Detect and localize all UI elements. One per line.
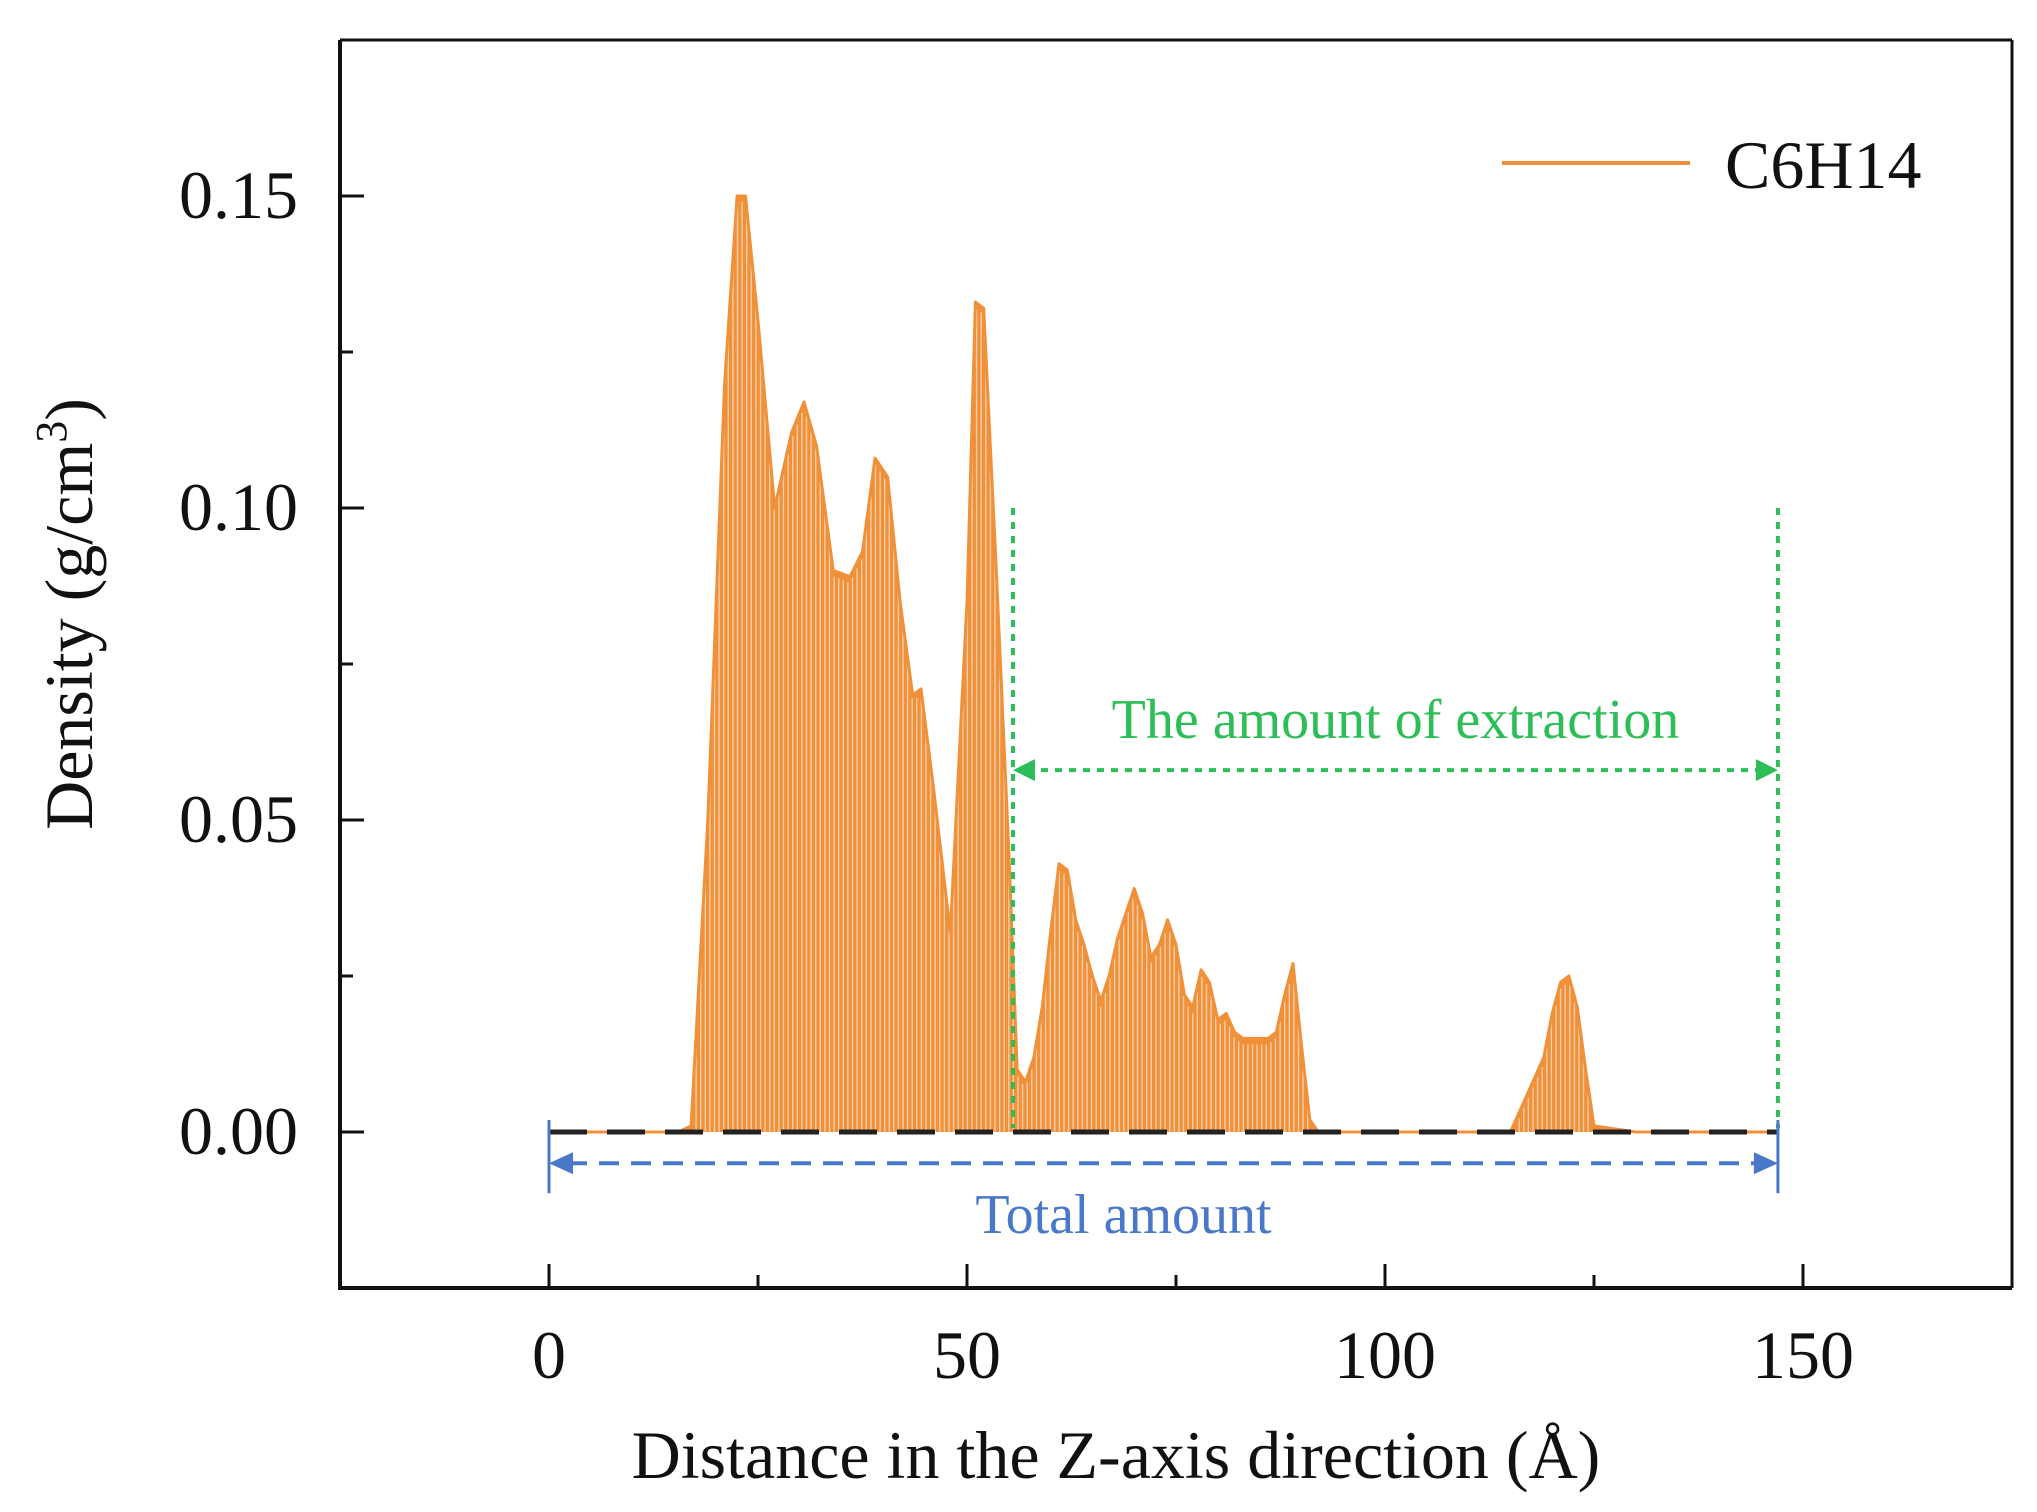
legend: C6H14 [1502, 127, 1921, 203]
annotations [547, 508, 1780, 1194]
x-tick-label: 100 [1334, 1317, 1436, 1393]
total-arrow-left-head [549, 1152, 573, 1175]
y-axis-title-superscript: 3 [27, 421, 76, 443]
total-label: Total amount [975, 1184, 1272, 1246]
extraction-arrow-right-head [1755, 759, 1778, 782]
total-arrow-right-head [1753, 1152, 1778, 1175]
legend-label-c6h14: C6H14 [1725, 127, 1921, 203]
extraction-arrow-left-head [1012, 759, 1035, 782]
series-c6h14 [549, 194, 1778, 1135]
extraction-label: The amount of extraction [1112, 689, 1680, 751]
y-tick-label: 0.10 [179, 469, 298, 545]
x-tick-label: 150 [1752, 1317, 1854, 1393]
y-axis-title: Density (g/cm3) [27, 398, 107, 830]
x-tick-label: 50 [933, 1317, 1001, 1393]
x-axis-title: Distance in the Z-axis direction (Å) [632, 1417, 1601, 1493]
y-tick-label: 0.15 [179, 157, 298, 233]
ticks: 0 50 100 150 0.00 0.05 0.10 0.15 [179, 38, 2014, 1393]
y-axis-title-main: Density (g/cm [31, 443, 107, 830]
y-tick-label: 0.05 [179, 781, 298, 857]
series-area-c6h14 [549, 196, 1778, 1132]
x-tick-label: 0 [532, 1317, 566, 1393]
y-axis-title-close: ) [31, 398, 107, 421]
y-tick-label: 0.00 [179, 1093, 298, 1169]
series-striations [695, 202, 1589, 1132]
